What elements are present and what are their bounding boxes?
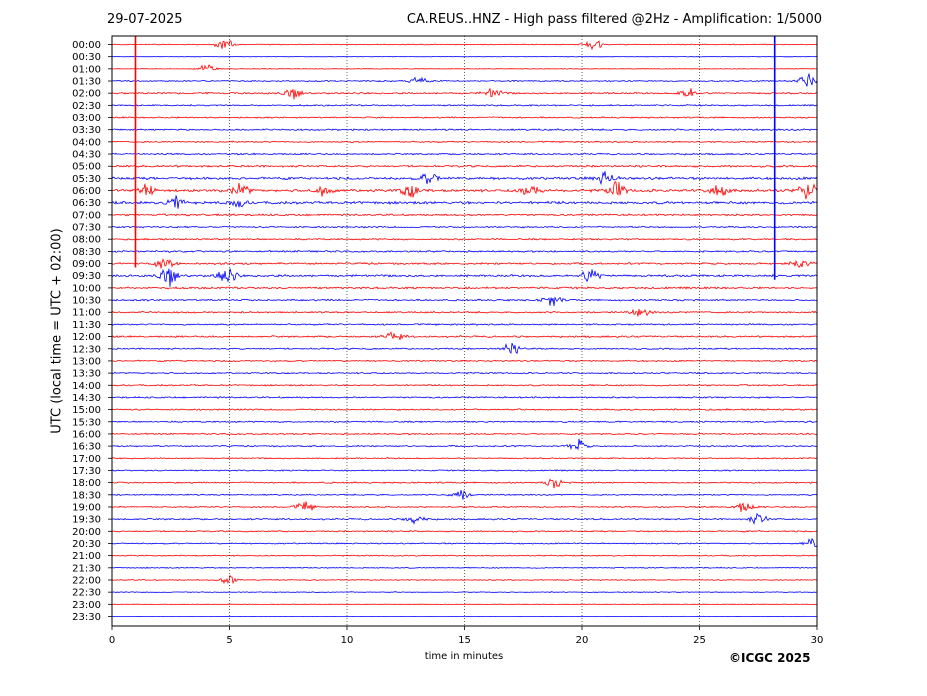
copyright-label: ©ICGC 2025: [729, 651, 811, 665]
y-tick-label: 00:00: [72, 40, 101, 51]
y-tick-label: 12:00: [72, 332, 101, 343]
y-tick-label: 08:00: [72, 235, 101, 246]
y-tick-label: 04:00: [72, 137, 101, 148]
y-tick-label: 15:30: [72, 417, 101, 428]
y-tick-label: 17:30: [72, 466, 101, 477]
x-tick-label: 10: [341, 635, 354, 646]
trace-0930: [111, 268, 818, 287]
y-tick-label: 06:30: [72, 198, 101, 209]
y-tick-label: 07:00: [72, 210, 101, 221]
y-tick-label: 10:00: [72, 283, 101, 294]
trace-2230: [111, 591, 817, 594]
y-tick-label: 00:30: [72, 52, 101, 63]
header-title: CA.REUS..HNZ - High pass filtered @2Hz -…: [406, 12, 822, 27]
trace-1700: [111, 457, 818, 460]
y-tick-label: 21:30: [72, 563, 101, 574]
trace-0730: [111, 225, 818, 229]
y-tick-label: 18:00: [72, 478, 101, 489]
y-tick-label: 02:00: [72, 89, 101, 100]
y-tick-label: 13:30: [72, 369, 101, 380]
y-axis-label: UTC (local time = UTC + 02:00): [49, 228, 65, 434]
y-tick-label: 15:00: [72, 405, 101, 416]
y-tick-label: 08:30: [72, 247, 101, 258]
trace-0700: [111, 213, 818, 217]
trace-1600: [111, 432, 818, 436]
trace-2030: [112, 537, 818, 548]
y-tick-label: 01:00: [72, 64, 101, 75]
y-tick-label: 05:00: [72, 162, 101, 173]
x-tick-label: 30: [811, 635, 824, 646]
trace-1630: [112, 438, 817, 451]
x-axis-label: time in minutes: [424, 651, 504, 662]
y-tick-label: 18:30: [72, 490, 101, 501]
x-tick-label: 5: [226, 635, 232, 646]
y-tick-label: 06:00: [72, 186, 101, 197]
y-tick-label: 17:00: [72, 454, 101, 465]
trace-layer: [111, 40, 818, 618]
y-tick-label: 11:30: [72, 320, 101, 331]
x-tick-label: 25: [693, 635, 706, 646]
y-tick-label: 20:30: [72, 539, 101, 550]
x-tick-label: 15: [458, 635, 471, 646]
y-tick-label: 14:30: [72, 393, 101, 404]
trace-1830: [111, 490, 818, 500]
y-tick-label: 11:00: [72, 308, 101, 319]
trace-0800: [111, 237, 818, 241]
trace-1730: [111, 469, 818, 472]
x-tick-label: 20: [576, 635, 589, 646]
y-tick-label: 16:00: [72, 429, 101, 440]
x-tick-label: 0: [109, 635, 115, 646]
y-tick-label: 12:30: [72, 344, 101, 355]
y-tick-label: 19:30: [72, 515, 101, 526]
header-date: 29-07-2025: [107, 12, 183, 27]
y-tick-label: 02:30: [72, 101, 101, 112]
grid-layer: [229, 36, 700, 626]
y-tick-label: 13:00: [72, 356, 101, 367]
y-tick-label: 23:00: [72, 600, 101, 611]
trace-0100: [112, 64, 818, 71]
y-tick-label: 14:00: [72, 381, 101, 392]
y-tick-label: 23:30: [72, 612, 101, 623]
trace-1530: [111, 420, 818, 424]
y-tick-label: 04:30: [72, 150, 101, 161]
y-tick-label: 09:00: [72, 259, 101, 270]
trace-0630: [111, 195, 818, 209]
trace-0830: [111, 249, 818, 253]
trace-0900: [111, 258, 818, 269]
x-axis-ticks: 0 5 10 15 20 25 30: [109, 626, 824, 646]
y-tick-label: 05:30: [72, 174, 101, 185]
spike-layer: [134, 36, 776, 280]
y-tick-label: 03:00: [72, 113, 101, 124]
y-tick-label: 20:00: [72, 527, 101, 538]
y-tick-label: 16:30: [72, 442, 101, 453]
trace-1500: [111, 408, 818, 411]
y-tick-label: 22:30: [72, 588, 101, 599]
y-tick-label: 03:30: [72, 125, 101, 136]
trace-1430: [111, 396, 818, 399]
y-tick-label: 10:30: [72, 296, 101, 307]
y-tick-label: 01:30: [72, 77, 101, 88]
trace-1030: [111, 296, 818, 306]
y-tick-label: 22:00: [72, 575, 101, 586]
y-tick-label: 21:00: [72, 551, 101, 562]
y-tick-label: 07:30: [72, 223, 101, 234]
trace-1800: [111, 478, 818, 489]
y-tick-label: 09:30: [72, 271, 101, 282]
trace-0600: [111, 181, 818, 200]
y-tick-label: 19:00: [72, 502, 101, 513]
